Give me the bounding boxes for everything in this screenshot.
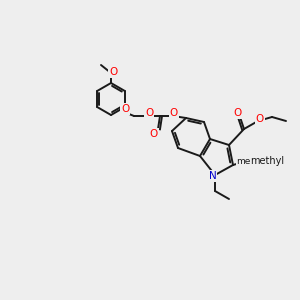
- Text: O: O: [233, 108, 241, 118]
- Text: O: O: [109, 67, 117, 77]
- Text: O: O: [145, 108, 153, 118]
- Text: N: N: [209, 171, 217, 181]
- Text: O: O: [150, 129, 158, 139]
- Text: methyl: methyl: [250, 156, 284, 166]
- Text: methyl: methyl: [236, 157, 268, 166]
- Text: O: O: [170, 108, 178, 118]
- Text: O: O: [121, 104, 129, 114]
- Text: O: O: [256, 114, 264, 124]
